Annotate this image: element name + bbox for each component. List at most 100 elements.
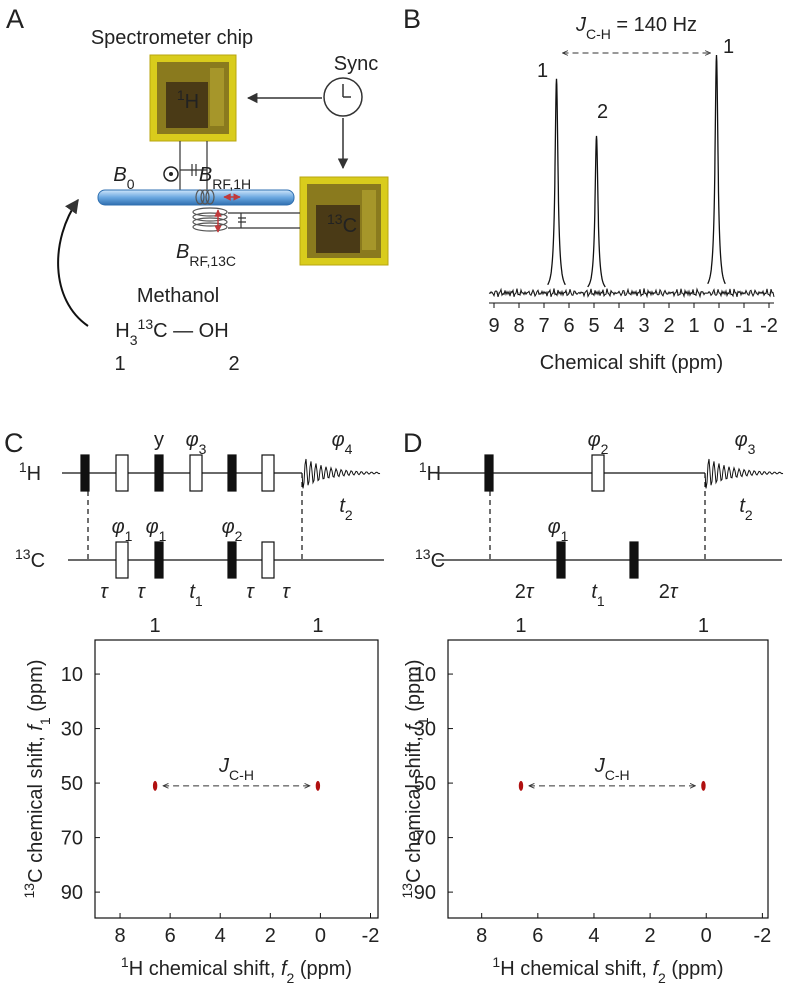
x-tick-label: 2 (663, 315, 674, 337)
text-part: 2 (658, 970, 666, 986)
text-part: 13 (21, 883, 37, 899)
sequence-label: φ2 (588, 429, 609, 457)
text-part: C chemical shift, (25, 731, 47, 883)
text-part: τ (282, 581, 291, 603)
text-part: J (575, 14, 587, 36)
pulse-sequence-d (436, 454, 784, 579)
x-tick-label: 7 (538, 315, 549, 337)
text-part: φ (222, 516, 235, 538)
sequence-label: τ (246, 581, 255, 603)
sequence-label: τ (282, 581, 291, 603)
y-tick-label: 90 (414, 882, 436, 904)
x-tick-label: 3 (638, 315, 649, 337)
chip-13c (299, 176, 389, 266)
x-tick-label: 6 (563, 315, 574, 337)
text-part: t (739, 495, 746, 517)
text-part: f (25, 723, 47, 731)
text-part: τ (100, 581, 109, 603)
text-part: 13 (327, 211, 343, 227)
peak (587, 135, 606, 288)
annotation: JC-H (218, 755, 254, 783)
peak-label: 1 (515, 615, 526, 637)
x-tick-label: 4 (215, 925, 226, 947)
x-tick-label: 4 (613, 315, 624, 337)
text-part: 1 (415, 717, 431, 725)
x-axis-label: 1H chemical shift, f2 (ppm) (492, 954, 723, 986)
text-part: H (427, 463, 441, 485)
peak (707, 54, 726, 285)
sync-label: Sync (334, 53, 378, 75)
text-part: φ (146, 516, 159, 538)
text-part: τ (246, 581, 255, 603)
text-part: 1 (159, 528, 167, 544)
formula: H313C — OH (115, 316, 228, 348)
text-part: 2 (745, 507, 753, 523)
y-tick-label: 10 (414, 664, 436, 686)
coils (192, 189, 228, 232)
x-tick-label: 6 (532, 925, 543, 947)
text-part: B (113, 164, 126, 186)
x-tick-label: 2 (645, 925, 656, 947)
text-part: 4 (345, 441, 353, 457)
sequence-label: t1 (189, 581, 203, 609)
text-part: φ (548, 516, 561, 538)
sequence-label: φ4 (332, 429, 353, 457)
x-tick-label: 4 (588, 925, 599, 947)
panel-label: C (4, 428, 24, 458)
text-part: 3 (748, 441, 756, 457)
channel-label: 13C (415, 546, 445, 572)
text-part: C (31, 550, 45, 572)
y-tick-label: 50 (414, 773, 436, 795)
x-axis-label: 1H chemical shift, f2 (ppm) (121, 954, 352, 986)
text-part: 1 (125, 528, 133, 544)
peak-label: 2 (597, 101, 608, 123)
sample-name: Methanol (137, 285, 219, 307)
peak (547, 78, 566, 286)
panel-label: A (6, 4, 24, 34)
sequence-label: t2 (739, 495, 753, 523)
sync-clock (323, 77, 363, 117)
text-part: (ppm) (294, 958, 352, 980)
x-tick-label: -1 (735, 315, 753, 337)
sequence-label: φ2 (222, 516, 243, 544)
text-part: (ppm) (666, 958, 724, 980)
x-tick-label: 1 (688, 315, 699, 337)
text-part: C-H (586, 26, 611, 42)
text-part: 3 (130, 332, 138, 348)
peak-label: 1 (312, 615, 323, 637)
text-part: t (339, 495, 346, 517)
text-part: φ (186, 429, 199, 451)
x-tick-label: -2 (760, 315, 778, 337)
field-label: BRF,1H (199, 164, 251, 192)
sequence-label: φ1 (146, 516, 167, 544)
field-label: B0 (113, 164, 134, 192)
text-part: φ (332, 429, 345, 451)
site-label: 2 (228, 353, 239, 375)
sequence-label: τ (137, 581, 146, 603)
sequence-label: φ3 (735, 429, 756, 457)
text-part: H (27, 463, 41, 485)
text-part: 1 (121, 954, 129, 970)
text-part: t (591, 581, 598, 603)
peak (315, 780, 321, 791)
text-part: 0 (127, 176, 135, 192)
text-part: C-H (605, 767, 630, 783)
text-part: 2 (515, 581, 526, 603)
sequence-label: φ3 (186, 429, 207, 457)
text-part: J (218, 755, 230, 777)
text-part: 3 (199, 441, 207, 457)
sequence-label: 2τ (659, 581, 679, 603)
y-tick-label: 30 (61, 719, 83, 741)
text-part: 2 (601, 441, 609, 457)
x-tick-label: 9 (488, 315, 499, 337)
y-tick-label: 90 (61, 882, 83, 904)
text-part: 1 (195, 593, 203, 609)
panel-label: D (403, 428, 423, 458)
sequence-label: t1 (591, 581, 605, 609)
text-part: 2 (287, 970, 295, 986)
text-part: = 140 Hz (611, 14, 697, 36)
text-part: J (594, 755, 606, 777)
text-part: 1 (19, 459, 27, 475)
text-part: τ (137, 581, 146, 603)
